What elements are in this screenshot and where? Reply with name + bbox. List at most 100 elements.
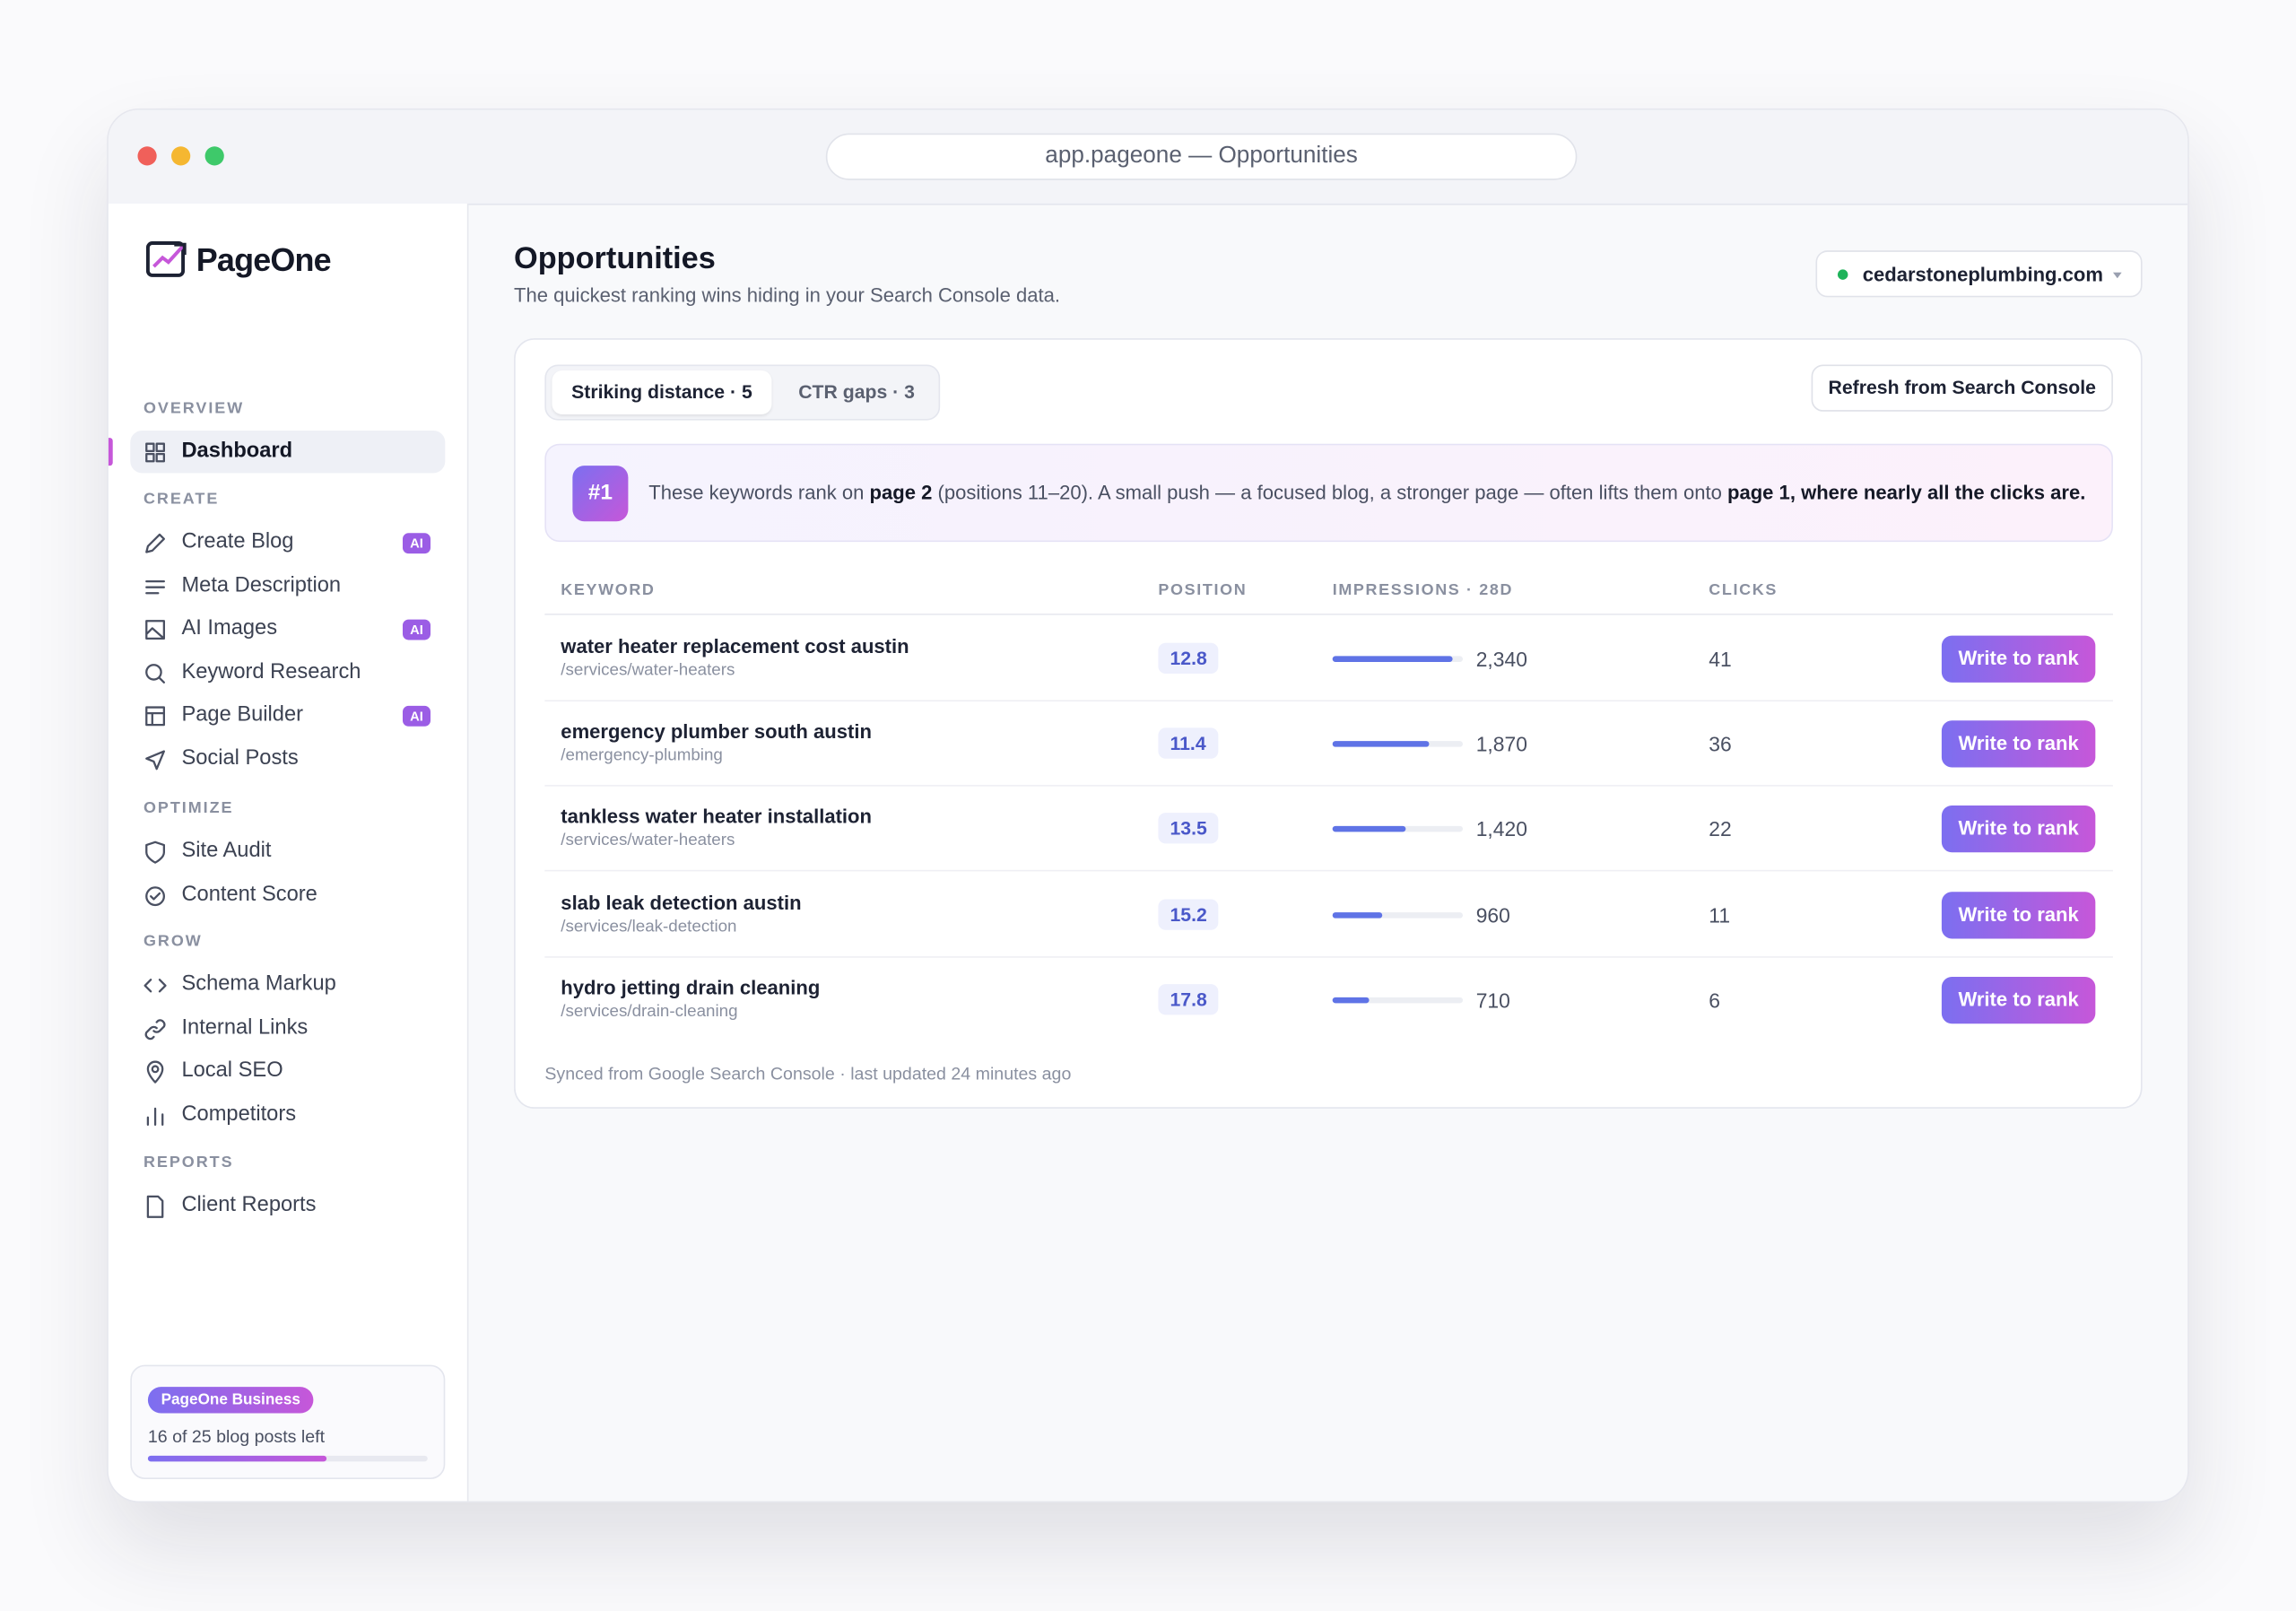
nav-item[interactable]: Competitors xyxy=(130,1093,445,1136)
refresh-button[interactable]: Refresh from Search Console xyxy=(1811,364,2113,412)
keyword: water heater replacement cost austin xyxy=(561,635,909,658)
nav-item[interactable]: Client Reports xyxy=(130,1185,445,1227)
impressions-bar xyxy=(1332,656,1453,662)
window: app.pageone — Opportunities PageOne OVER… xyxy=(107,108,2189,1503)
usage-track xyxy=(147,1455,428,1462)
text: These keywords rank on xyxy=(648,482,870,504)
nav-icon xyxy=(145,533,165,553)
section-label: REPORTS xyxy=(143,1154,234,1172)
nav-icon xyxy=(146,1195,164,1218)
impressions-bar xyxy=(1332,997,1370,1004)
tab[interactable]: Striking distance · 5 xyxy=(552,370,772,415)
column-header: CLICKS xyxy=(1709,581,1778,599)
keyword: slab leak detection austin xyxy=(561,891,802,914)
write-button[interactable]: Write to rank xyxy=(1941,720,2096,768)
clicks: 41 xyxy=(1709,647,1732,671)
text: (positions 11–20). A small push — a focu… xyxy=(932,482,1727,504)
impressions-value: 1,870 xyxy=(1475,732,1527,756)
emphasis: page 2 xyxy=(869,482,933,504)
nav-label: Competitors xyxy=(181,1102,297,1127)
banner-badge: #1 xyxy=(572,466,629,522)
impressions-value: 1,420 xyxy=(1475,817,1527,841)
minimize-dot[interactable] xyxy=(171,146,191,166)
write-button[interactable]: Write to rank xyxy=(1941,891,2096,938)
nav-item[interactable]: Content Score xyxy=(130,874,445,916)
column-header: KEYWORD xyxy=(561,581,656,599)
row-rule xyxy=(544,870,2113,873)
site-selector[interactable]: cedarstoneplumbing.com xyxy=(1815,250,2143,298)
impressions-value: 2,340 xyxy=(1475,647,1527,671)
nav-icon xyxy=(145,707,165,727)
row-rule xyxy=(544,785,2113,788)
nav-label: Schema Markup xyxy=(181,972,336,997)
page-path: /emergency-plumbing xyxy=(561,746,723,765)
main: Opportunities The quickest ranking wins … xyxy=(467,204,2187,1502)
logo-icon xyxy=(145,241,187,277)
page-path: /services/water-heaters xyxy=(561,832,735,850)
nav-item[interactable]: Local SEO xyxy=(130,1050,445,1093)
keyword: emergency plumber south austin xyxy=(561,720,872,744)
nav-item[interactable]: Dashboard xyxy=(130,430,446,474)
plan-card: PageOne Business 16 of 25 blog posts lef… xyxy=(130,1364,446,1479)
write-button[interactable]: Write to rank xyxy=(1941,806,2096,853)
page-subtitle: The quickest ranking wins hiding in your… xyxy=(514,283,1060,307)
page-path: /services/drain-cleaning xyxy=(561,1003,738,1021)
page-path: /services/water-heaters xyxy=(561,661,735,680)
nav-item[interactable]: Create Blog AI xyxy=(130,521,445,563)
page-title: Opportunities xyxy=(514,241,716,275)
nav-label: Dashboard xyxy=(181,439,293,463)
plan-usage: 16 of 25 blog posts left xyxy=(147,1426,326,1448)
position-pill: 17.8 xyxy=(1158,983,1219,1015)
impressions-track xyxy=(1332,911,1464,919)
nav-icon xyxy=(146,1107,164,1126)
nav-item[interactable]: Social Posts xyxy=(130,738,445,780)
clicks: 36 xyxy=(1709,732,1732,756)
write-button[interactable]: Write to rank xyxy=(1941,635,2096,683)
url-bar[interactable]: app.pageone — Opportunities xyxy=(825,133,1578,180)
section-label: GROW xyxy=(143,932,203,951)
clicks: 11 xyxy=(1709,902,1731,927)
position-pill: 15.2 xyxy=(1158,898,1219,930)
nav-item[interactable]: Page Builder AI xyxy=(130,695,445,737)
nav-item[interactable]: AI Images AI xyxy=(130,608,445,650)
nav-item[interactable]: Site Audit xyxy=(130,831,445,873)
title-bar: app.pageone — Opportunities xyxy=(108,109,2188,205)
ai-badge: AI xyxy=(402,533,430,554)
nav-item[interactable]: Schema Markup xyxy=(130,963,445,1006)
section-label: OVERVIEW xyxy=(143,399,245,418)
nav-label: Content Score xyxy=(181,882,317,906)
nav-icon xyxy=(144,979,167,993)
nav-item[interactable]: Internal Links xyxy=(130,1007,445,1049)
nav-icon xyxy=(145,663,165,684)
nav-label: Internal Links xyxy=(181,1015,309,1040)
nav-icon xyxy=(145,885,165,906)
caret xyxy=(2112,272,2122,279)
impressions-bar xyxy=(1332,826,1405,832)
nav-label: Client Reports xyxy=(181,1193,317,1217)
nav-icon xyxy=(146,1060,164,1084)
nav-item[interactable]: Keyword Research xyxy=(130,651,445,693)
nav-label: Page Builder xyxy=(181,703,304,727)
zoom-dot[interactable] xyxy=(204,146,224,166)
section-label: CREATE xyxy=(143,490,220,509)
tab[interactable]: CTR gaps · 3 xyxy=(798,380,915,403)
nav-icon xyxy=(145,750,165,771)
impressions-bar xyxy=(1332,741,1429,747)
position-pill: 13.5 xyxy=(1158,813,1219,845)
write-button[interactable]: Write to rank xyxy=(1941,976,2096,1023)
impressions-bar xyxy=(1332,911,1382,919)
row-rule xyxy=(544,700,2113,702)
nav-icon xyxy=(145,442,165,463)
sidebar: PageOne OVERVIEW Dashboard CREATE Create Bl… xyxy=(108,203,469,1502)
impressions-value: 710 xyxy=(1475,988,1510,1012)
nav-icon xyxy=(145,579,165,594)
impressions-track xyxy=(1332,997,1464,1004)
status-dot xyxy=(1837,269,1848,280)
nav-label: Create Blog xyxy=(181,530,294,554)
nav-item[interactable]: Meta Description xyxy=(130,565,445,607)
active-indicator xyxy=(108,438,113,466)
footer-note: Synced from Google Search Console · last… xyxy=(544,1063,1072,1084)
close-dot[interactable] xyxy=(137,146,157,166)
